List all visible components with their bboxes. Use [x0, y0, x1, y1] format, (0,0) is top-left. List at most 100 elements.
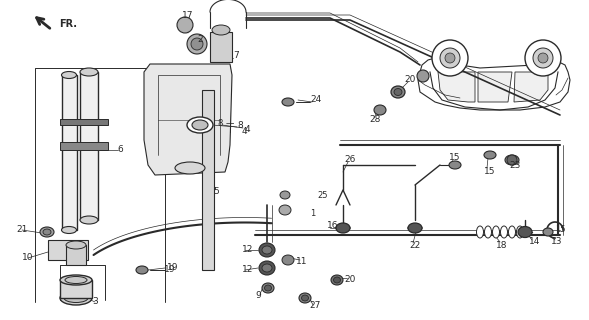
Text: 4: 4: [241, 127, 247, 137]
Ellipse shape: [485, 226, 491, 238]
Ellipse shape: [394, 89, 402, 95]
Text: 11: 11: [296, 258, 307, 267]
Polygon shape: [514, 72, 548, 102]
Polygon shape: [144, 64, 232, 175]
Text: 26: 26: [345, 156, 356, 164]
Ellipse shape: [60, 291, 92, 305]
Circle shape: [538, 53, 548, 63]
Ellipse shape: [43, 229, 51, 235]
Ellipse shape: [212, 25, 230, 35]
Bar: [60, 119, 108, 125]
Ellipse shape: [65, 276, 87, 284]
Polygon shape: [438, 72, 475, 102]
Circle shape: [445, 53, 455, 63]
Ellipse shape: [61, 71, 77, 78]
Text: 3: 3: [92, 298, 98, 307]
Ellipse shape: [80, 216, 98, 224]
Text: 17: 17: [182, 11, 194, 20]
Text: 27: 27: [309, 301, 320, 310]
Ellipse shape: [333, 277, 340, 283]
Circle shape: [432, 40, 468, 76]
Text: 25: 25: [317, 190, 328, 199]
Ellipse shape: [336, 223, 350, 233]
Polygon shape: [418, 58, 570, 110]
Text: 20: 20: [345, 276, 356, 284]
Text: 23: 23: [509, 161, 521, 170]
Ellipse shape: [280, 191, 290, 199]
Bar: [80, 72, 98, 220]
Ellipse shape: [299, 293, 311, 303]
Text: FR.: FR.: [59, 19, 77, 29]
Text: 14: 14: [530, 237, 541, 246]
Ellipse shape: [331, 275, 343, 285]
Ellipse shape: [262, 283, 274, 293]
Ellipse shape: [187, 117, 213, 133]
Circle shape: [177, 17, 193, 33]
Text: 20: 20: [404, 76, 416, 84]
Text: 12: 12: [242, 245, 254, 254]
Ellipse shape: [259, 261, 275, 275]
Text: 18: 18: [497, 241, 508, 250]
Ellipse shape: [80, 68, 98, 76]
Ellipse shape: [279, 205, 291, 215]
Text: 19: 19: [167, 263, 178, 273]
Polygon shape: [478, 72, 512, 102]
Text: 28: 28: [369, 116, 380, 124]
Text: 15: 15: [449, 154, 461, 163]
Ellipse shape: [484, 151, 496, 159]
Text: —: —: [226, 119, 234, 129]
Ellipse shape: [408, 223, 422, 233]
Ellipse shape: [66, 241, 86, 249]
Ellipse shape: [302, 295, 309, 301]
Text: 1: 1: [310, 209, 316, 218]
Text: 8: 8: [217, 119, 223, 129]
Ellipse shape: [262, 246, 272, 254]
Text: 2: 2: [197, 36, 203, 44]
Text: 22: 22: [409, 241, 421, 250]
Circle shape: [525, 40, 561, 76]
Bar: [66, 245, 86, 265]
Text: 15: 15: [484, 167, 496, 177]
Ellipse shape: [374, 105, 386, 115]
Ellipse shape: [391, 86, 405, 98]
Ellipse shape: [501, 226, 508, 238]
Ellipse shape: [449, 161, 461, 169]
Bar: [202, 90, 214, 270]
Text: 24: 24: [310, 95, 322, 105]
Text: 21: 21: [16, 226, 28, 235]
Ellipse shape: [508, 226, 515, 238]
Text: 12: 12: [242, 266, 254, 275]
Text: 9: 9: [255, 292, 261, 300]
Ellipse shape: [492, 226, 499, 238]
Ellipse shape: [259, 243, 275, 257]
Bar: [48, 240, 88, 260]
Text: 19: 19: [164, 266, 176, 275]
Text: 5: 5: [213, 188, 219, 196]
Bar: [210, 32, 232, 62]
Bar: [60, 142, 108, 150]
Ellipse shape: [517, 226, 524, 238]
Circle shape: [191, 38, 203, 50]
Text: 15: 15: [555, 226, 565, 235]
Text: 7: 7: [233, 51, 239, 60]
Ellipse shape: [282, 255, 294, 265]
Text: 13: 13: [551, 237, 562, 246]
Bar: [62, 75, 77, 230]
Ellipse shape: [175, 162, 205, 174]
Text: 16: 16: [327, 220, 339, 229]
Text: 4: 4: [244, 125, 250, 134]
Ellipse shape: [282, 98, 294, 106]
Ellipse shape: [60, 275, 92, 285]
Bar: [60, 280, 92, 298]
Ellipse shape: [262, 264, 272, 272]
Ellipse shape: [40, 227, 54, 237]
Circle shape: [187, 34, 207, 54]
Ellipse shape: [505, 155, 519, 165]
Circle shape: [533, 48, 553, 68]
Ellipse shape: [543, 228, 553, 236]
Text: 8: 8: [237, 121, 243, 130]
Text: 10: 10: [22, 253, 34, 262]
Ellipse shape: [192, 120, 208, 130]
Text: 6: 6: [117, 146, 123, 155]
Ellipse shape: [264, 285, 272, 291]
